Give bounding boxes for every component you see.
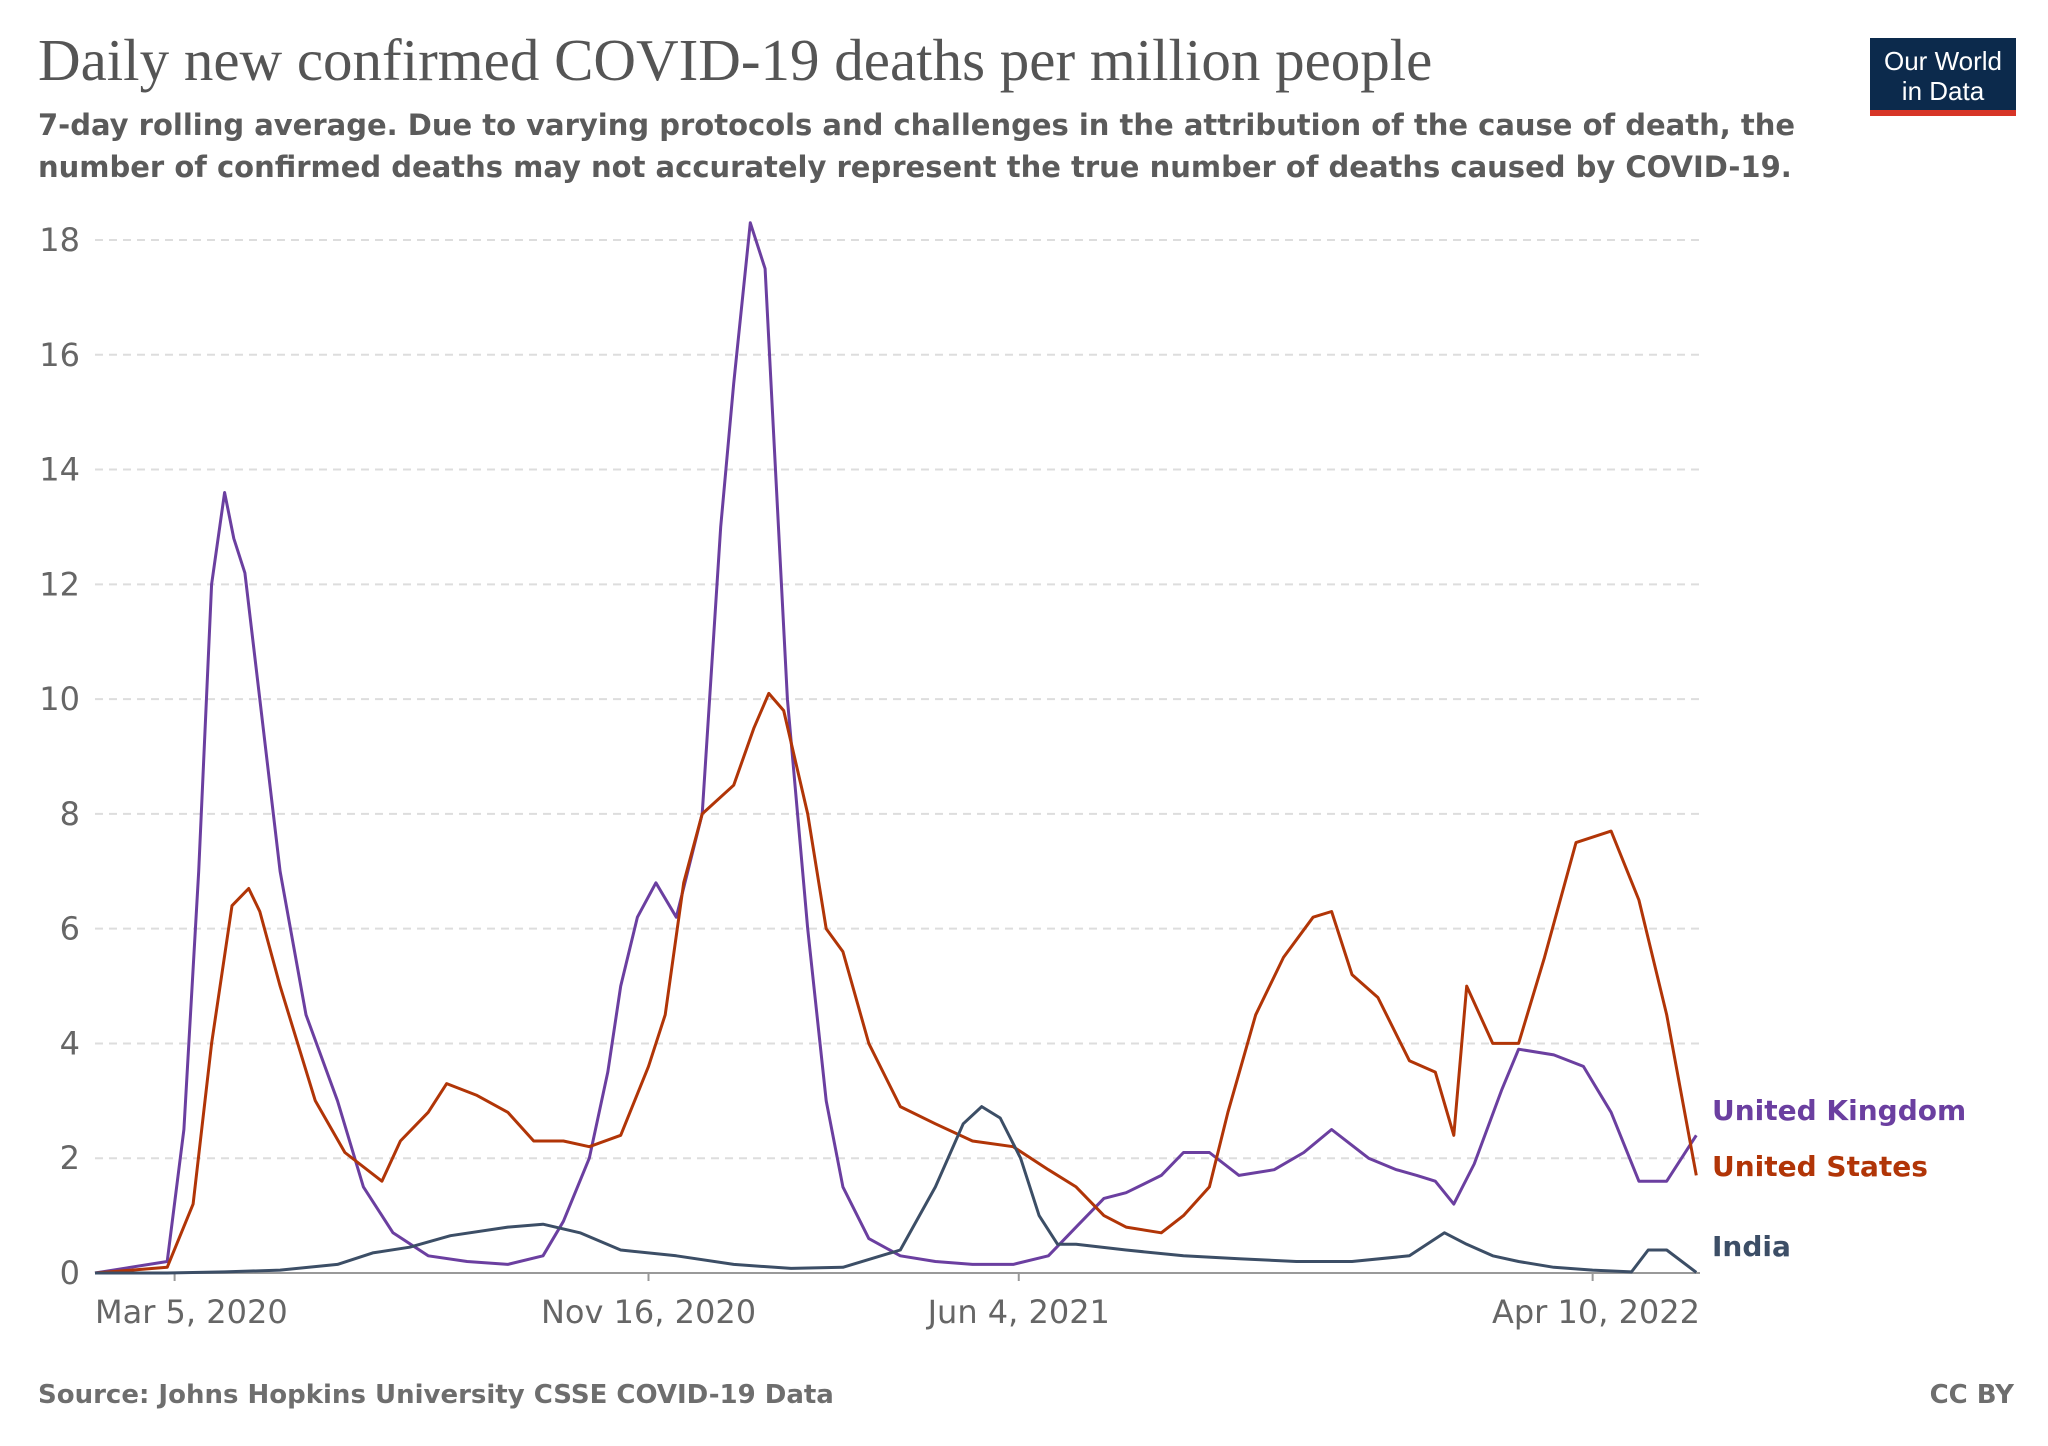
license-link[interactable]: CC BY	[1929, 1380, 2014, 1410]
x-axis-ticks: Mar 5, 2020 Nov 16, 2020 Jun 4, 2021 Apr 10…	[95, 1273, 1700, 1331]
x-tick-label: Mar 5, 2020	[95, 1293, 288, 1331]
y-tick-label: 0	[60, 1254, 80, 1292]
y-tick-label: 4	[60, 1024, 80, 1062]
series-lines	[94, 221, 1698, 1275]
y-axis-ticks: 0 2 4 6 8 10 12 14 16 18	[39, 221, 80, 1292]
series-line-india[interactable]	[95, 1105, 1698, 1275]
series-line-united-states[interactable]	[94, 691, 1698, 1275]
x-tick-label: Jun 4, 2021	[926, 1293, 1110, 1331]
series-labels: United Kingdom United States India	[1712, 1094, 1966, 1263]
series-label-india[interactable]: India	[1712, 1230, 1791, 1263]
logo-line-2: in Data	[1901, 76, 1985, 106]
y-tick-label: 16	[39, 336, 80, 374]
series-label-united-kingdom[interactable]: United Kingdom	[1712, 1094, 1966, 1127]
y-tick-label: 18	[39, 221, 80, 259]
series-label-united-states[interactable]: United States	[1712, 1150, 1928, 1183]
chart-title: Daily new confirmed COVID-19 deaths per …	[38, 27, 1433, 93]
x-tick-label: Apr 10, 2022	[1492, 1293, 1700, 1331]
grid-lines	[95, 239, 1700, 1160]
series-line-united-kingdom[interactable]	[94, 221, 1698, 1275]
chart-subtitle: 7-day rolling average. Due to varying pr…	[38, 108, 1796, 184]
y-tick-label: 8	[60, 795, 80, 833]
y-tick-label: 12	[39, 565, 80, 603]
y-tick-label: 10	[39, 680, 80, 718]
x-tick-label: Nov 16, 2020	[541, 1293, 756, 1331]
y-tick-label: 2	[60, 1139, 80, 1177]
logo-line-1: Our World	[1884, 46, 2002, 76]
y-tick-label: 6	[60, 910, 80, 948]
y-tick-label: 14	[39, 451, 80, 489]
owid-logo[interactable]: Our World in Data	[1870, 38, 2016, 116]
source-note[interactable]: Source: Johns Hopkins University CSSE CO…	[38, 1380, 834, 1410]
